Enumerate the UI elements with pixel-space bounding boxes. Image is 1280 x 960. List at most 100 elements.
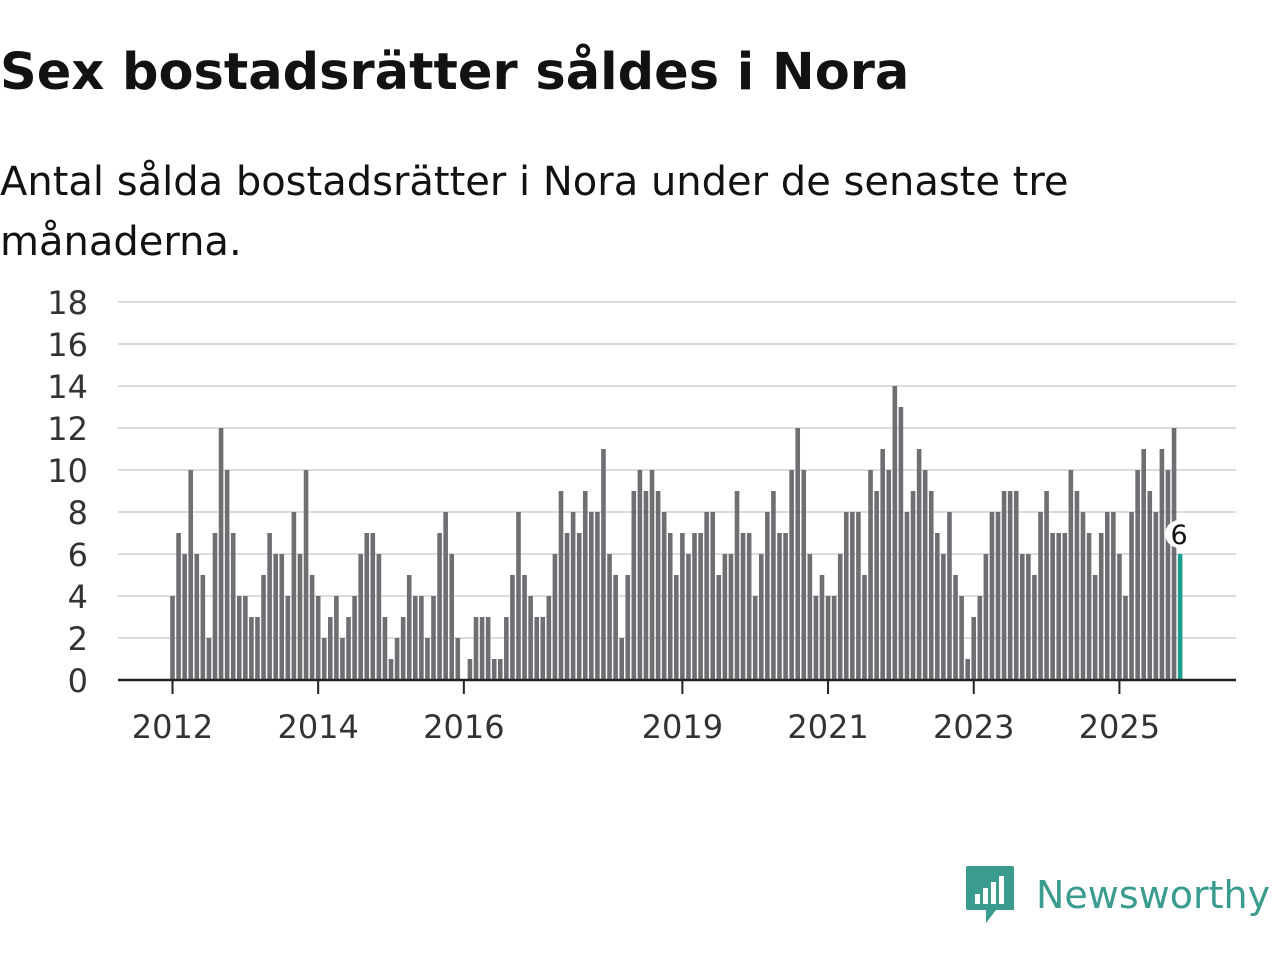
- bar: [807, 554, 813, 680]
- bar: [892, 386, 898, 680]
- bar: [1026, 554, 1031, 680]
- x-tick-label: 2025: [1079, 708, 1160, 746]
- bar: [504, 617, 509, 680]
- bar: [758, 554, 764, 680]
- bar: [692, 533, 697, 680]
- bar: [977, 596, 983, 680]
- x-axis: 2012 2014 2016 2019 2021 2023 2025: [118, 678, 1236, 746]
- bar: [1129, 512, 1134, 680]
- bar: [625, 575, 631, 680]
- bar: [576, 533, 582, 680]
- bar: [916, 449, 922, 680]
- y-tick-label: 6: [68, 536, 88, 574]
- bar: [400, 617, 406, 680]
- bar: [989, 512, 995, 680]
- bar: [413, 596, 418, 680]
- bar: [777, 533, 782, 680]
- y-tick-label: 18: [47, 284, 88, 322]
- bar: [394, 638, 400, 680]
- bar: [837, 554, 843, 680]
- bar: [540, 617, 546, 680]
- bar: [358, 554, 363, 680]
- bar: [528, 596, 533, 680]
- bar: [1135, 470, 1140, 680]
- bar: [1074, 491, 1080, 680]
- bar: [285, 596, 291, 680]
- bar: [1062, 533, 1068, 680]
- bar: [655, 491, 661, 680]
- bar: [243, 596, 248, 680]
- bar: [485, 617, 491, 680]
- bar: [406, 575, 412, 680]
- bar: [971, 617, 977, 680]
- bar: [631, 491, 637, 680]
- bar: [619, 638, 624, 680]
- bar: [607, 554, 612, 680]
- y-tick-label: 0: [68, 662, 88, 700]
- bar: [649, 470, 655, 680]
- bar: [904, 512, 910, 680]
- bar: [874, 491, 879, 680]
- bar: [303, 470, 309, 680]
- bar: [582, 491, 588, 680]
- bar: [680, 533, 685, 680]
- bar: [370, 533, 376, 680]
- bar: [218, 428, 224, 680]
- bar: [516, 512, 521, 680]
- bar: [856, 512, 861, 680]
- bar: [1013, 491, 1019, 680]
- bar: [843, 512, 849, 680]
- bar: [419, 596, 424, 680]
- y-tick-label: 8: [68, 494, 88, 532]
- bar: [765, 512, 770, 680]
- bar: [728, 554, 734, 680]
- bar: [236, 596, 242, 680]
- bar: [182, 554, 187, 680]
- bar: [795, 428, 801, 680]
- bar: [831, 596, 837, 680]
- bar: [734, 491, 740, 680]
- x-tick-label: 2012: [132, 708, 213, 746]
- bar: [752, 596, 758, 680]
- bar: [935, 533, 940, 680]
- bar: [388, 659, 394, 680]
- bar: [200, 575, 206, 680]
- bar: [771, 491, 776, 680]
- bar: [1098, 533, 1104, 680]
- bar: [898, 407, 904, 680]
- bar: [722, 554, 728, 680]
- bar: [176, 533, 181, 680]
- bar: [825, 596, 831, 680]
- bar: [279, 554, 285, 680]
- bar: [431, 596, 436, 680]
- bar: [255, 617, 260, 680]
- y-tick-label: 4: [68, 578, 88, 616]
- newsworthy-logo[interactable]: Newsworthy: [964, 864, 1270, 926]
- bar: [698, 533, 703, 680]
- bar: [291, 512, 297, 680]
- y-tick-label: 12: [47, 410, 88, 448]
- bar: [1165, 470, 1171, 680]
- bar: [558, 491, 564, 680]
- bar: [194, 554, 200, 680]
- bar: [783, 533, 788, 680]
- bar: [740, 533, 746, 680]
- bar: [947, 512, 952, 680]
- bar: [1104, 512, 1110, 680]
- bar: [1038, 512, 1043, 680]
- highlight-label-bg: [1165, 520, 1194, 548]
- bar: [674, 575, 679, 680]
- bar: [224, 470, 230, 680]
- bar: [315, 596, 321, 680]
- y-tick-label: 10: [47, 452, 88, 490]
- bar: [965, 659, 970, 680]
- bar: [1171, 428, 1177, 680]
- bar: [170, 596, 175, 680]
- bar: [425, 638, 430, 680]
- y-tick-label: 2: [68, 620, 88, 658]
- bar: [455, 638, 461, 680]
- bar: [710, 512, 716, 680]
- bar: [206, 638, 212, 680]
- bar: [1068, 470, 1074, 680]
